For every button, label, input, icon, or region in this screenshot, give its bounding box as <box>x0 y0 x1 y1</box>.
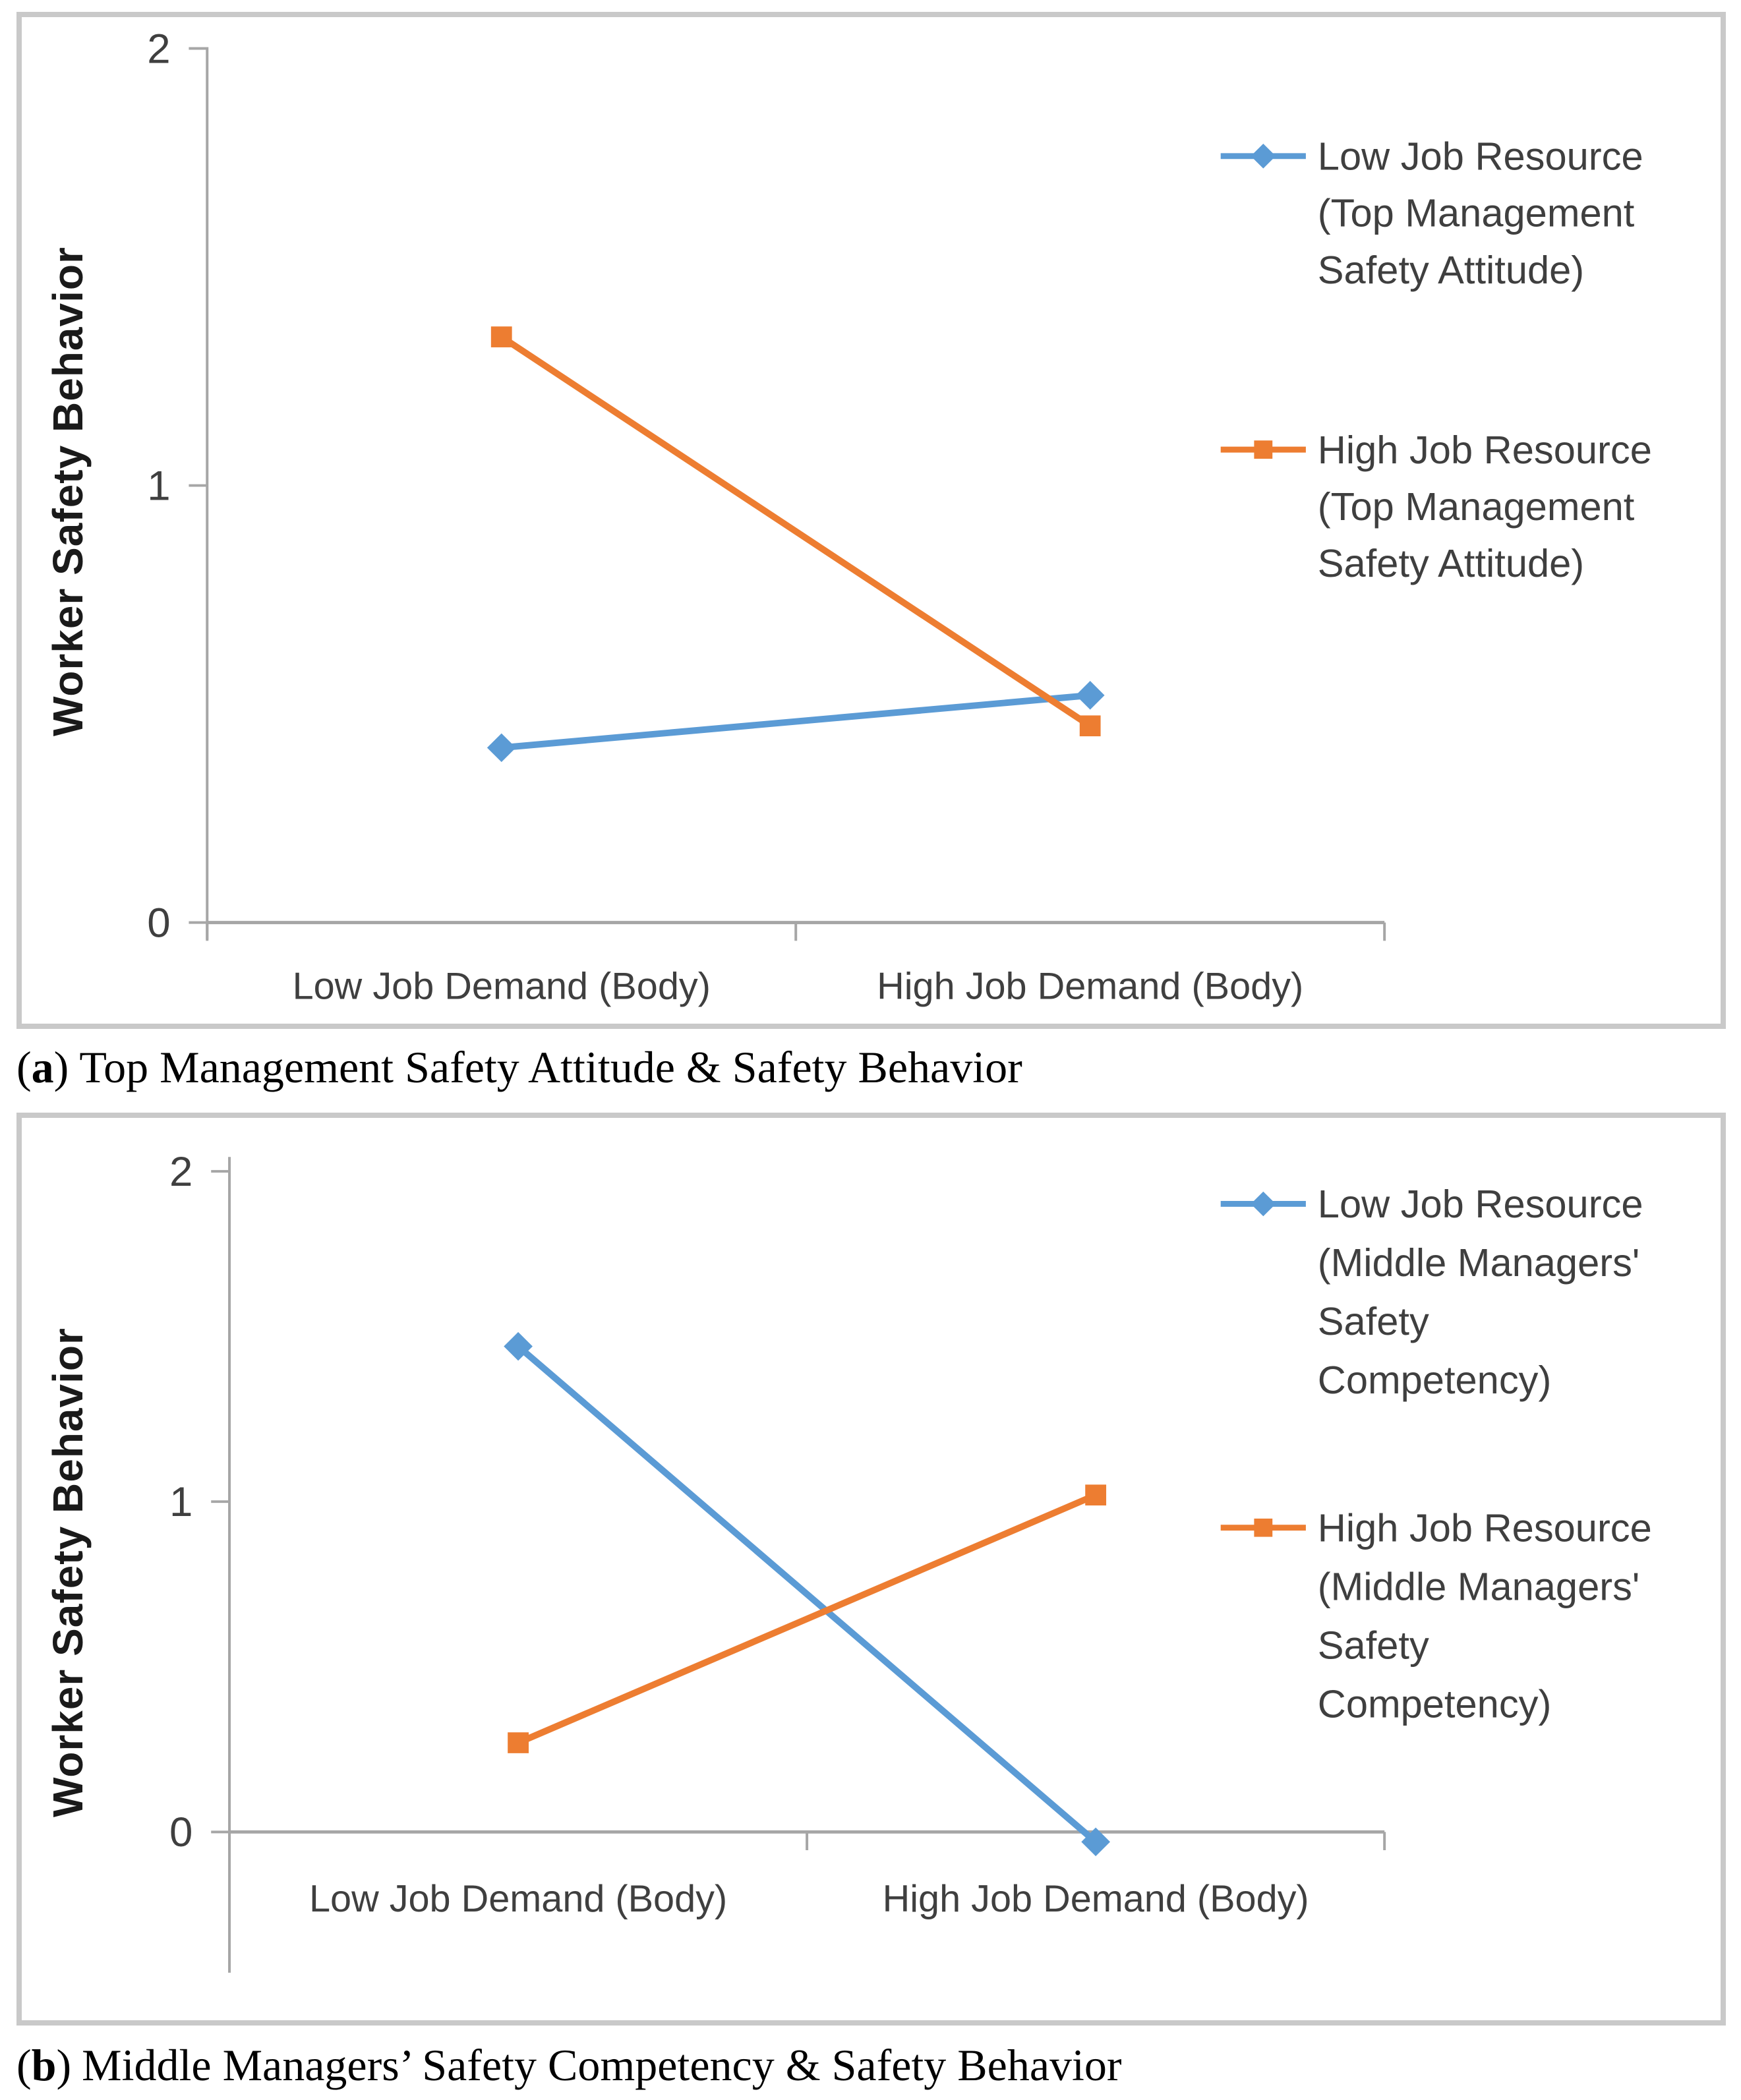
legend-label-line: Safety <box>1318 1623 1429 1668</box>
series-line <box>501 691 1091 751</box>
data-point-marker <box>490 326 512 347</box>
caption-b-text: Middle Managers’ Safety Competency & Saf… <box>82 2040 1122 2090</box>
data-point-marker <box>504 1331 533 1361</box>
legend-swatch-marker <box>1254 440 1273 459</box>
legend-label-line: (Top Management <box>1318 484 1635 529</box>
y-tick-label: 1 <box>147 463 170 509</box>
chart-a-canvas: 0 1 2 Low Job Demand (Body) High Job Demand … <box>147 26 1652 1008</box>
category-label: High Job Demand (Body) <box>877 966 1303 1008</box>
legend-label-line: Safety Attitude) <box>1318 541 1584 585</box>
data-point-marker <box>487 733 516 763</box>
caption-a: (a) Top Management Safety Attitude & Safe… <box>16 1041 1022 1094</box>
chart-panel-b: 0 1 2 Low Job Demand (Body) High Job Demand … <box>16 1113 1726 2026</box>
y-axis-title-a: Worker Safety Behavior <box>44 247 92 737</box>
category-label: High Job Demand (Body) <box>883 1878 1309 1920</box>
data-point-marker <box>1081 1827 1110 1857</box>
data-point-marker <box>1085 1484 1107 1505</box>
legend-swatch-marker <box>1251 143 1276 169</box>
series-line <box>499 334 1092 729</box>
series-line <box>517 1492 1098 1746</box>
legend-swatch-marker <box>1251 1191 1276 1217</box>
legend-label-line: High Job Resource <box>1318 428 1652 472</box>
caption-a-paren-close: ) <box>53 1042 69 1092</box>
legend-label-line: Competency) <box>1318 1358 1552 1402</box>
legend-label-line: (Middle Managers' <box>1318 1565 1640 1609</box>
legend-swatch-marker <box>1254 1518 1273 1537</box>
y-tick-label: 1 <box>169 1479 192 1525</box>
legend-label-line: Low Job Resource <box>1318 134 1643 179</box>
chart-b-canvas: 0 1 2 Low Job Demand (Body) High Job Demand … <box>169 1149 1652 1973</box>
caption-b-paren-close: ) <box>56 2040 72 2090</box>
legend-label-line: High Job Resource <box>1318 1506 1652 1550</box>
y-axis-title-b: Worker Safety Behavior <box>44 1327 92 1818</box>
legend-label-line: Safety <box>1318 1299 1429 1343</box>
y-tick-label: 0 <box>169 1809 192 1855</box>
caption-a-letter: a <box>31 1042 54 1092</box>
data-point-marker <box>508 1732 529 1753</box>
legend-label-line: Low Job Resource <box>1318 1182 1643 1226</box>
legend-label-line: Competency) <box>1318 1682 1552 1726</box>
caption-a-paren-open: ( <box>16 1042 32 1092</box>
legend-label-line: (Middle Managers' <box>1318 1240 1640 1285</box>
caption-b-paren-open: ( <box>16 2040 32 2090</box>
data-point-marker <box>1079 715 1101 737</box>
data-point-marker <box>1075 681 1105 710</box>
chart-panel-a: 0 1 2 Low Job Demand (Body) High Job Demand … <box>16 12 1726 1029</box>
caption-b: (b) Middle Managers’ Safety Competency & … <box>16 2039 1122 2091</box>
legend-label-line: Safety Attitude) <box>1318 248 1584 292</box>
y-tick-label: 2 <box>147 26 170 72</box>
legend-label-line: (Top Management <box>1318 191 1635 235</box>
caption-a-text: Top Management Safety Attitude & Safety … <box>79 1042 1022 1092</box>
caption-b-letter: b <box>31 2040 57 2090</box>
category-label: Low Job Demand (Body) <box>293 966 711 1008</box>
y-tick-label: 2 <box>169 1149 192 1195</box>
category-label: Low Job Demand (Body) <box>309 1878 727 1920</box>
y-tick-label: 0 <box>147 900 170 946</box>
series-line <box>516 1343 1098 1845</box>
